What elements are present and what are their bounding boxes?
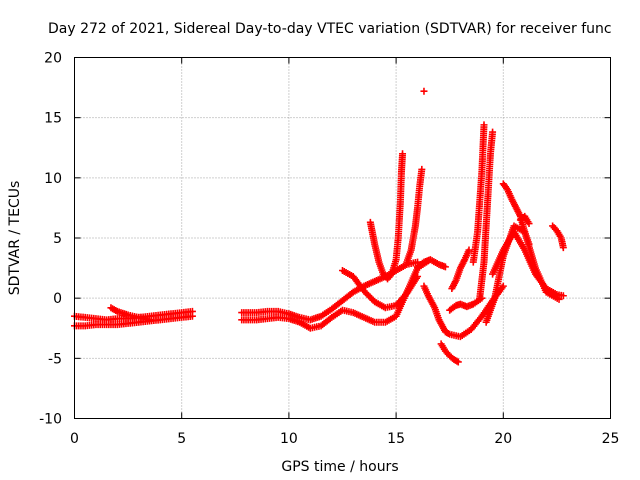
data-point (525, 240, 533, 248)
data-point (418, 165, 426, 173)
data-point (480, 121, 488, 129)
data-point (420, 87, 428, 95)
series-tail-20c (499, 180, 533, 248)
y-tick-label: 10 (44, 171, 62, 187)
data-point (441, 263, 449, 271)
series-tail-20d (516, 212, 533, 228)
series-spike-15 (366, 150, 407, 283)
data-point (399, 150, 407, 158)
chart-title: Day 272 of 2021, Sidereal Day-to-day VTE… (48, 21, 612, 37)
y-tick-label: -5 (48, 351, 62, 367)
data-point (465, 246, 473, 254)
series-cluster-17b (446, 294, 486, 314)
x-tick-label: 15 (387, 431, 405, 447)
series-outlier (420, 87, 428, 95)
data-point (454, 358, 462, 366)
x-tick-label: 0 (70, 431, 79, 447)
data-point (559, 292, 567, 300)
y-tick-label: 5 (53, 231, 62, 247)
data-point (444, 329, 452, 337)
series-spike-19a (469, 121, 488, 266)
series-low-c (107, 304, 154, 324)
series-mid-a (238, 258, 422, 324)
data-point (499, 282, 507, 290)
y-tick-label: 15 (44, 111, 62, 127)
data-point (414, 273, 422, 281)
data-point (555, 295, 563, 303)
ticks: 0 5 10 15 20 25 -10 -5 0 5 10 15 20 (39, 51, 619, 448)
data-point (525, 220, 533, 228)
series-spike-16 (403, 165, 426, 266)
series-drop-17 (437, 340, 462, 366)
x-tick-label: 20 (494, 431, 512, 447)
x-tick-label: 25 (602, 431, 620, 447)
data-point (146, 316, 154, 324)
data-point (489, 128, 497, 136)
scatter-series (71, 87, 567, 366)
series-hump-a (339, 266, 422, 312)
data-point (188, 312, 196, 320)
y-tick-label: 20 (44, 51, 62, 67)
series-end-22 (549, 222, 567, 252)
y-tick-label: 0 (53, 291, 62, 307)
series-rise-18 (448, 246, 473, 293)
x-axis-label: GPS time / hours (281, 459, 398, 475)
series-tail-20b (482, 222, 563, 326)
data-point (559, 244, 567, 252)
data-point (453, 357, 461, 365)
y-axis-label: SDTVAR / TECUs (7, 181, 23, 296)
x-tick-label: 5 (177, 431, 186, 447)
series-cluster-17c (414, 256, 449, 271)
y-tick-label: -10 (39, 412, 62, 428)
series-spike-19b (476, 128, 497, 302)
x-tick-label: 10 (280, 431, 298, 447)
